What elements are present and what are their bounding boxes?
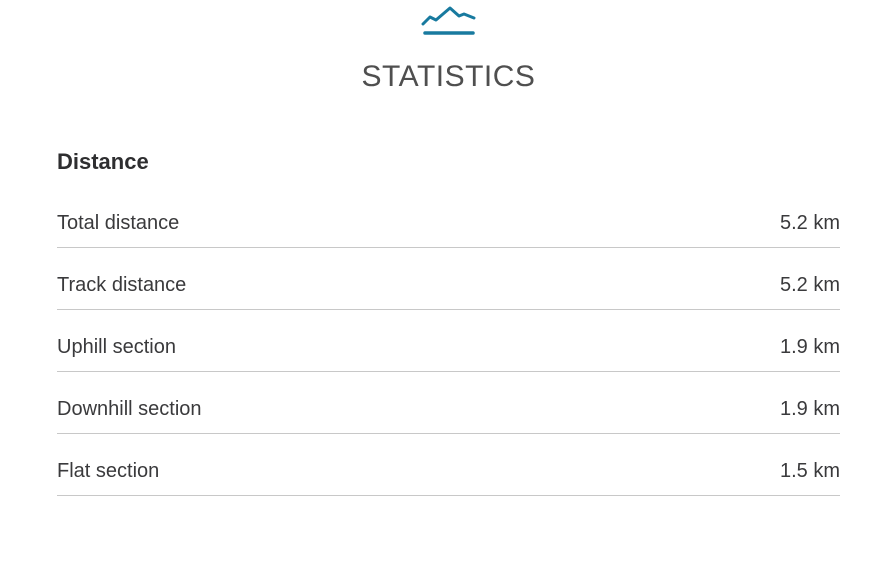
stat-value: 5.2 km xyxy=(779,212,840,235)
stat-label: Uphill section xyxy=(57,336,176,359)
stat-value: 5.2 km xyxy=(779,274,840,297)
stat-label: Track distance xyxy=(57,274,187,297)
stat-value: 1.5 km xyxy=(779,460,840,483)
table-row-flat-section: Flat section 1.5 km xyxy=(57,434,840,497)
panel-icon-row xyxy=(57,6,840,38)
stat-value: 1.9 km xyxy=(779,336,840,359)
stats-table: Total distance 5.2 km Track distance 5.2… xyxy=(57,186,840,497)
section-heading-distance: Distance xyxy=(57,149,149,174)
table-row-uphill-section: Uphill section 1.9 km xyxy=(57,310,840,373)
stat-label: Downhill section xyxy=(57,398,202,421)
stat-label: Flat section xyxy=(57,460,160,483)
statistics-panel: STATISTICS Distance Total distance 5.2 k… xyxy=(57,6,840,497)
table-row-track-distance: Track distance 5.2 km xyxy=(57,248,840,311)
table-row-downhill-section: Downhill section 1.9 km xyxy=(57,372,840,435)
page-title: STATISTICS xyxy=(361,60,536,93)
stat-value: 1.9 km xyxy=(779,398,840,421)
elevation-profile-icon xyxy=(421,6,477,35)
table-row-total-distance: Total distance 5.2 km xyxy=(57,186,840,249)
stat-label: Total distance xyxy=(57,212,180,235)
